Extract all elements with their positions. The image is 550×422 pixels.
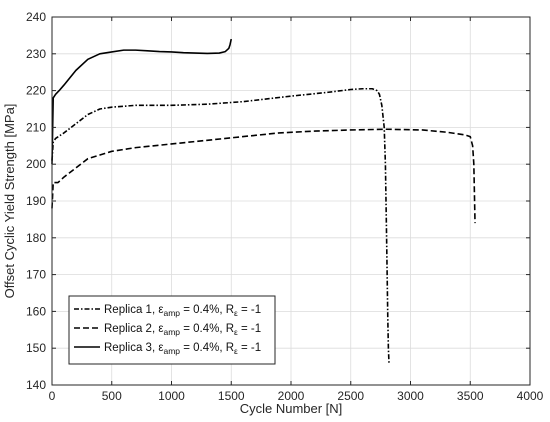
series-line-replica-1 [51,87,390,363]
y-axis-label: Offset Cyclic Yield Strength [MPa] [2,104,17,299]
x-tick-label-2: 1000 [158,389,185,403]
y-tick-label-4: 180 [26,231,46,245]
legend-label-replica-1: Replica 1, εamp = 0.4%, Rε = -1 [104,304,261,318]
y-tick-label-9: 230 [26,47,46,61]
series-line-replica-3 [51,38,233,165]
y-tick-label-6: 200 [26,157,46,171]
y-tick-label-3: 170 [26,268,46,282]
legend-item-replica-3: Replica 3, εamp = 0.4%, Rε = -1 [74,342,261,356]
x-tick-label-5: 2500 [337,389,364,403]
x-tick-label-0: 0 [49,389,56,403]
axes [51,16,531,386]
legend-box [68,295,276,365]
y-tick-label-0: 140 [26,378,46,392]
x-tick-label-3: 1500 [218,389,245,403]
legend-label-replica-3: Replica 3, εamp = 0.4%, Rε = -1 [104,342,261,356]
y-tick-label-5: 190 [26,194,46,208]
y-tick-label-10: 240 [26,10,46,24]
tick-labels: 0 500 1000 1500 2000 2500 3000 3500 4000 140 150 16… [26,10,544,403]
x-tick-label-1: 500 [102,389,122,403]
x-tick-label-4: 2000 [278,389,305,403]
y-tick-label-8: 220 [26,84,46,98]
series-line-replica-2 [51,128,476,224]
legend: Replica 1, εamp = 0.4%, Rε = -1 Replica … [68,295,276,365]
x-tick-label-6: 3000 [397,389,424,403]
y-tick-label-1: 150 [26,341,46,355]
plot-lines [51,38,476,363]
legend-item-replica-1: Replica 1, εamp = 0.4%, Rε = -1 [74,304,261,318]
y-tick-label-2: 160 [26,304,46,318]
legend-item-replica-2: Replica 2, εamp = 0.4%, Rε = -1 [74,323,261,337]
x-tick-label-7: 3500 [457,389,484,403]
x-axis-label: Cycle Number [N] [240,401,343,416]
x-tick-label-8: 4000 [517,389,544,403]
legend-label-replica-2: Replica 2, εamp = 0.4%, Rε = -1 [104,323,261,337]
y-tick-label-7: 210 [26,120,46,134]
